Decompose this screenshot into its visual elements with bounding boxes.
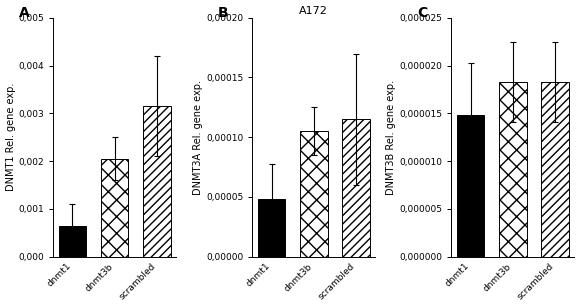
Bar [457, 115, 484, 257]
Bar [101, 159, 128, 257]
Bar [499, 82, 527, 257]
Y-axis label: DNMT1 Rel. gene exp.: DNMT1 Rel. gene exp. [6, 83, 16, 191]
Bar [258, 199, 285, 257]
Text: C: C [417, 6, 427, 20]
Text: A: A [19, 6, 30, 20]
Bar [143, 106, 171, 257]
Title: A172: A172 [299, 6, 328, 16]
Bar [59, 226, 86, 257]
Y-axis label: DNMT3A Rel. gene exp.: DNMT3A Rel. gene exp. [193, 80, 203, 195]
Bar [342, 119, 370, 257]
Text: B: B [218, 6, 229, 20]
Y-axis label: DNMT3B Rel. gene exp.: DNMT3B Rel. gene exp. [386, 80, 397, 195]
Bar [541, 82, 569, 257]
Bar [300, 131, 328, 257]
